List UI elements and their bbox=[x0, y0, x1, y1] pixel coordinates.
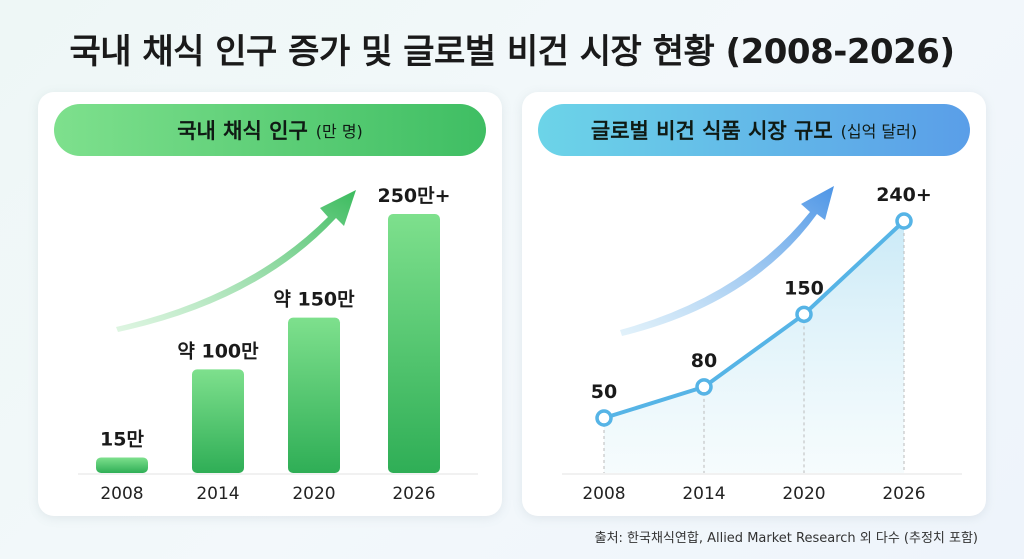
bar-value-label: 약 150만 bbox=[273, 289, 355, 311]
bar-2014 bbox=[192, 369, 244, 473]
area-fill bbox=[604, 221, 904, 473]
data-point-2026 bbox=[895, 212, 913, 230]
trend-arrow-icon bbox=[116, 190, 356, 332]
series-line bbox=[602, 219, 906, 420]
page-title: 국내 채식 인구 증가 및 글로벌 비건 시장 현황 (2008-2026) bbox=[69, 32, 955, 72]
market-chart-title: 글로벌 비건 식품 시장 규모 bbox=[590, 119, 833, 143]
bar-value-label: 15만 bbox=[100, 428, 144, 450]
x-tick-label: 2020 bbox=[292, 484, 335, 504]
x-tick-label: 2008 bbox=[100, 484, 143, 504]
market-title-pill: 글로벌 비건 식품 시장 규모 (십억 달러) bbox=[538, 104, 970, 156]
data-point-2020 bbox=[795, 305, 813, 324]
point-value-label: 80 bbox=[691, 350, 717, 372]
market-line-chart: 50 2008 80 2014 150 2020 240+ 2026 bbox=[562, 184, 962, 504]
x-tick-label: 2014 bbox=[682, 484, 725, 504]
x-tick-label: 2026 bbox=[882, 484, 925, 504]
data-point-2014 bbox=[695, 378, 713, 396]
bar-2020 bbox=[288, 317, 340, 473]
x-tick-label: 2014 bbox=[196, 484, 239, 504]
point-value-label: 240+ bbox=[876, 184, 932, 206]
population-bar-chart: 15만 2008 약 100만 2014 약 150만 2020 250만+ 2026 bbox=[78, 185, 478, 504]
point-value-label: 50 bbox=[591, 381, 617, 403]
market-panel: 글로벌 비건 식품 시장 규모 (십억 달러) 50 2008 80 2014 150 2… bbox=[522, 92, 986, 516]
bar-value-label: 250만+ bbox=[377, 185, 450, 207]
bar-value-label: 약 100만 bbox=[177, 340, 259, 362]
x-tick-label: 2020 bbox=[782, 484, 825, 504]
source-note: 출처: 한국채식연합, Allied Market Research 외 다수 … bbox=[594, 531, 978, 546]
population-panel: 국내 채식 인구 (만 명) 15만 2008 약 100만 2014 약 150만 20… bbox=[38, 92, 502, 516]
population-chart-title: 국내 채식 인구 bbox=[177, 119, 308, 143]
point-value-label: 150 bbox=[784, 277, 824, 299]
x-tick-label: 2026 bbox=[392, 484, 435, 504]
population-title-pill: 국내 채식 인구 (만 명) bbox=[54, 104, 486, 156]
data-point-2008 bbox=[595, 409, 613, 427]
x-tick-label: 2008 bbox=[582, 484, 625, 504]
bar-2008 bbox=[96, 457, 148, 473]
trend-arrow-icon bbox=[620, 186, 834, 336]
population-chart-unit: (만 명) bbox=[315, 122, 363, 141]
bar-2026 bbox=[388, 214, 440, 473]
market-chart-unit: (십억 달러) bbox=[840, 122, 918, 141]
